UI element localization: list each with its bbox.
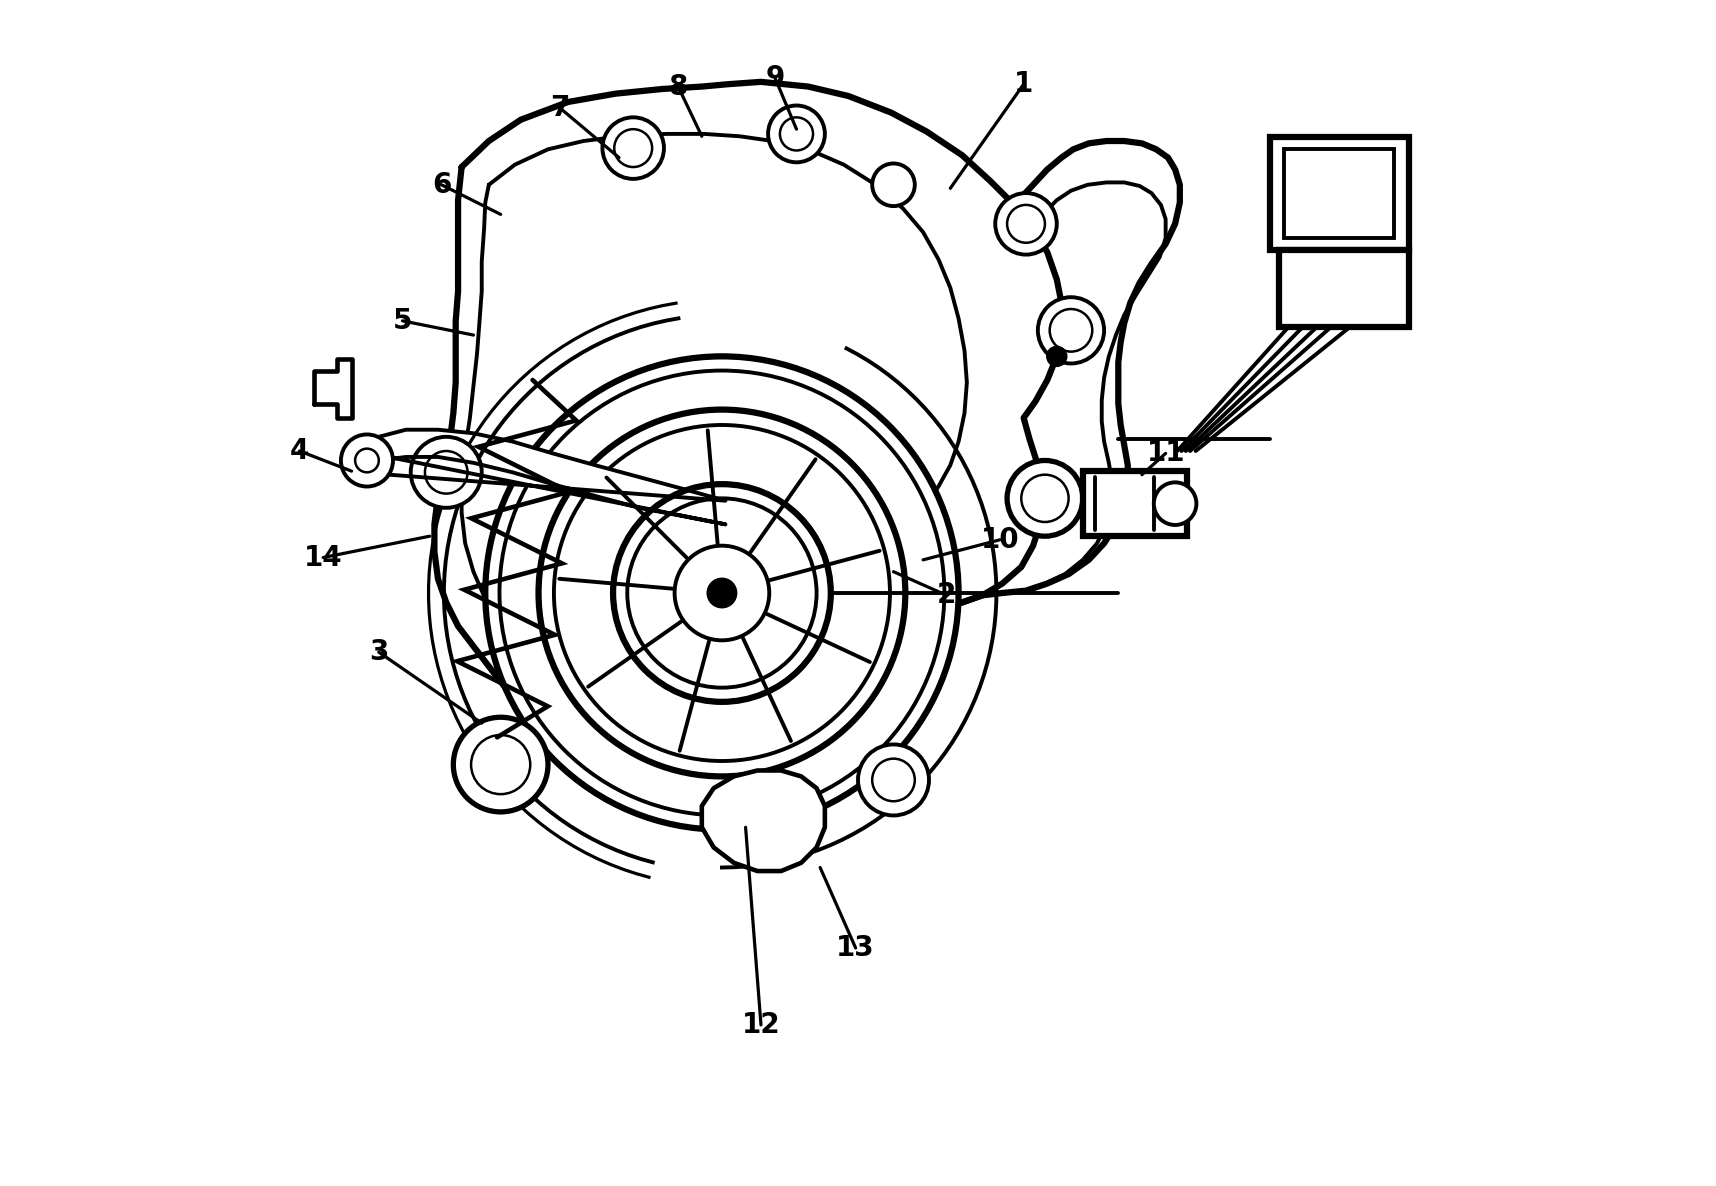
Circle shape bbox=[779, 117, 813, 151]
Text: 11: 11 bbox=[1146, 439, 1184, 467]
Circle shape bbox=[1050, 310, 1093, 351]
Text: 6: 6 bbox=[432, 171, 451, 199]
Circle shape bbox=[499, 370, 944, 816]
Bar bbox=[1083, 471, 1187, 536]
Circle shape bbox=[1047, 346, 1066, 365]
Circle shape bbox=[858, 745, 928, 816]
Circle shape bbox=[674, 546, 769, 640]
Circle shape bbox=[602, 117, 664, 179]
Bar bbox=[1270, 138, 1409, 250]
Circle shape bbox=[472, 735, 530, 795]
Circle shape bbox=[707, 579, 736, 607]
Circle shape bbox=[1038, 298, 1103, 363]
Circle shape bbox=[453, 718, 547, 812]
Circle shape bbox=[614, 129, 652, 167]
Text: 13: 13 bbox=[836, 933, 875, 962]
Text: 3: 3 bbox=[369, 638, 388, 667]
Circle shape bbox=[486, 356, 959, 830]
Polygon shape bbox=[359, 429, 726, 524]
Circle shape bbox=[1021, 474, 1069, 522]
Text: 10: 10 bbox=[980, 525, 1019, 554]
Text: 14: 14 bbox=[304, 543, 343, 572]
Circle shape bbox=[1007, 205, 1045, 243]
Text: 9: 9 bbox=[765, 64, 784, 93]
Circle shape bbox=[539, 409, 906, 777]
Polygon shape bbox=[462, 134, 966, 726]
Text: 12: 12 bbox=[741, 1010, 781, 1039]
Bar bbox=[1278, 250, 1409, 327]
Circle shape bbox=[355, 448, 379, 472]
Circle shape bbox=[872, 164, 915, 206]
Text: 2: 2 bbox=[937, 581, 956, 610]
Circle shape bbox=[995, 193, 1057, 255]
Circle shape bbox=[341, 434, 393, 486]
Bar bbox=[1284, 149, 1393, 238]
Polygon shape bbox=[702, 771, 825, 871]
Circle shape bbox=[1007, 460, 1083, 536]
Polygon shape bbox=[434, 82, 1062, 821]
Circle shape bbox=[1153, 483, 1196, 525]
Text: 7: 7 bbox=[551, 94, 570, 122]
Circle shape bbox=[613, 484, 831, 702]
Circle shape bbox=[628, 498, 817, 688]
Text: 4: 4 bbox=[290, 436, 309, 465]
Circle shape bbox=[872, 759, 915, 802]
Circle shape bbox=[426, 451, 467, 493]
Text: 8: 8 bbox=[669, 72, 688, 101]
Circle shape bbox=[410, 436, 482, 508]
Circle shape bbox=[554, 425, 891, 761]
Text: 1: 1 bbox=[1014, 70, 1033, 98]
Text: 5: 5 bbox=[393, 307, 412, 334]
Circle shape bbox=[769, 106, 825, 162]
